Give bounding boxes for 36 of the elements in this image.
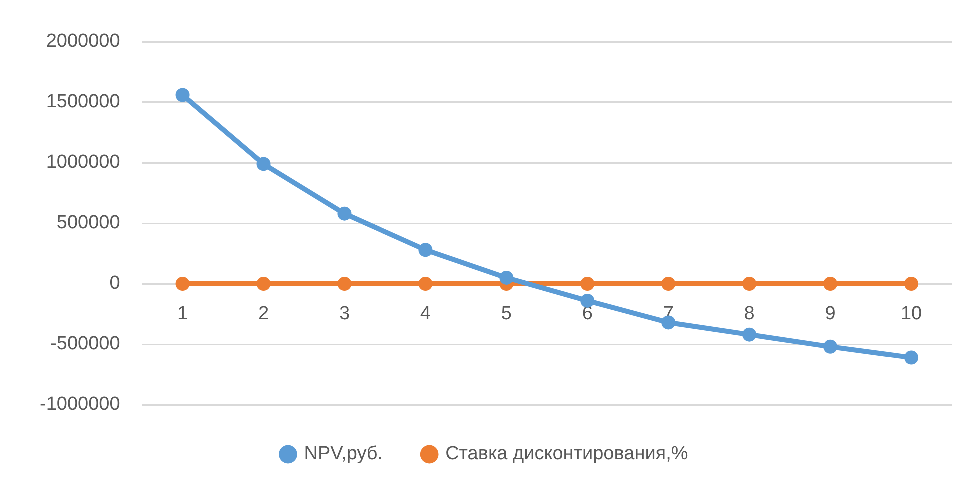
y-tick-label: -1000000 xyxy=(40,394,120,416)
x-tick-label: 10 xyxy=(900,304,922,325)
legend-label: Ставка дисконтирования,% xyxy=(446,444,688,465)
x-tick-label: 5 xyxy=(501,304,512,325)
point xyxy=(662,277,676,291)
x-tick-label: 4 xyxy=(420,304,432,325)
point xyxy=(256,157,271,172)
y-tick-label: 0 xyxy=(110,273,120,294)
x-tick-label: 9 xyxy=(825,304,836,325)
point xyxy=(580,294,595,308)
point xyxy=(662,316,676,330)
point xyxy=(742,277,757,291)
y-tick-label: 500000 xyxy=(56,212,120,234)
point xyxy=(824,277,838,291)
point xyxy=(418,243,433,258)
x-tick-label: 2 xyxy=(258,304,270,325)
point xyxy=(904,277,919,291)
x-tick-label: 8 xyxy=(744,304,755,325)
point xyxy=(580,277,595,291)
point xyxy=(904,350,919,365)
y-tick-label: 2000000 xyxy=(46,31,120,52)
point xyxy=(256,277,271,291)
point xyxy=(500,270,514,285)
point xyxy=(338,206,352,221)
point xyxy=(418,277,433,291)
x-tick-label: 1 xyxy=(177,304,188,325)
point xyxy=(176,277,190,291)
point xyxy=(338,277,352,291)
y-tick-label: -500000 xyxy=(50,334,120,355)
legend-label: NPV,руб. xyxy=(304,444,384,465)
point xyxy=(742,328,757,342)
point xyxy=(824,340,838,354)
x-tick-label: 3 xyxy=(339,304,350,325)
y-tick-label: 1000000 xyxy=(46,152,120,174)
point xyxy=(176,88,190,102)
y-tick-label: 1500000 xyxy=(46,92,120,113)
